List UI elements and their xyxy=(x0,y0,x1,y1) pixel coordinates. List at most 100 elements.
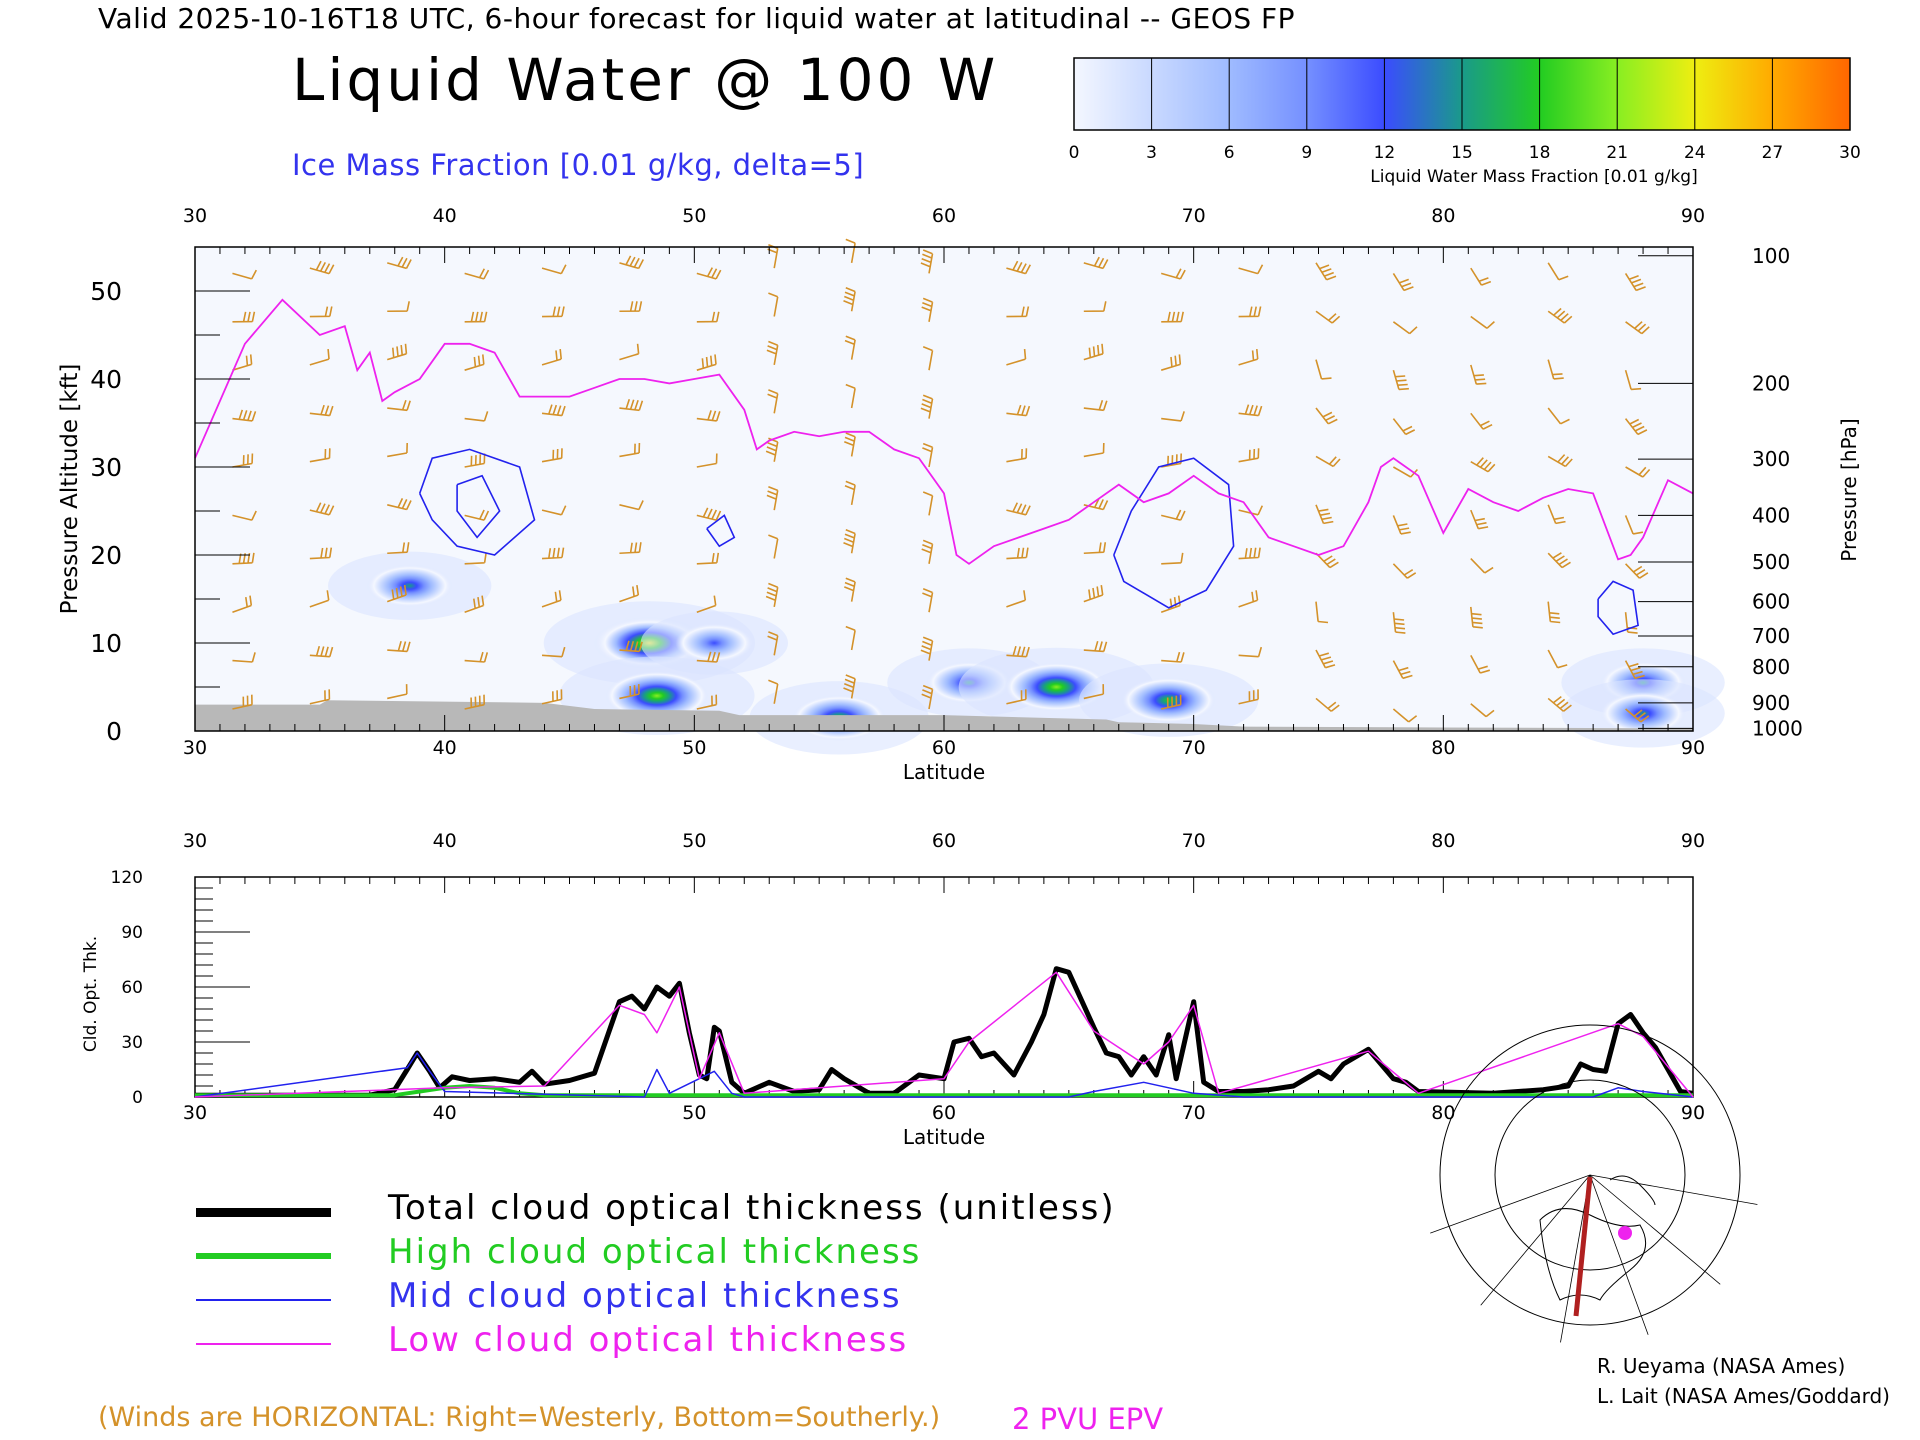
x-tick-label-top: 90 xyxy=(1681,205,1705,227)
wind-barb xyxy=(696,410,721,422)
wind-barb xyxy=(1625,321,1650,335)
legend-swatch xyxy=(196,1299,331,1301)
wind-barb xyxy=(844,432,856,457)
legend-swatch xyxy=(196,1207,331,1217)
ice-contour xyxy=(418,448,536,556)
page-title: Liquid Water @ 100 W xyxy=(292,46,999,114)
wind-barb xyxy=(1161,411,1185,422)
wind-barb xyxy=(1547,695,1572,712)
wind-barb xyxy=(309,547,333,560)
wind-barb xyxy=(768,679,779,704)
wind-barb xyxy=(1547,649,1568,669)
wind-barb xyxy=(1006,502,1031,516)
wind-barb xyxy=(1238,590,1259,608)
wind-barb xyxy=(232,510,257,521)
wind-barb xyxy=(1624,660,1645,680)
pressure-tick-label: 200 xyxy=(1752,371,1790,395)
wind-barb xyxy=(921,684,934,710)
map-latitude-circle xyxy=(1439,1024,1741,1326)
wind-barb xyxy=(696,354,717,371)
wind-barb xyxy=(309,689,331,705)
wind-barb xyxy=(1624,515,1644,535)
credit-line-1: R. Ueyama (NASA Ames) xyxy=(1597,1354,1846,1378)
pressure-tick-label: 300 xyxy=(1752,447,1790,471)
x-tick-label-top: 30 xyxy=(183,205,207,227)
x-tick-label: 30 xyxy=(183,737,207,759)
wind-barb xyxy=(1392,321,1418,335)
wind-barb xyxy=(1470,412,1493,430)
wind-barb xyxy=(541,264,567,275)
wind-barb xyxy=(1006,645,1030,658)
wind-barb xyxy=(845,625,856,651)
y-tick-label: 30 xyxy=(90,453,122,482)
wind-barb xyxy=(1547,552,1571,569)
legend-label: Low cloud optical thickness xyxy=(388,1320,909,1360)
wind-barb xyxy=(1238,646,1263,658)
wind-barb xyxy=(1161,651,1185,663)
x-tick-label: 70 xyxy=(1182,1102,1206,1124)
map-coastline xyxy=(1539,1208,1647,1301)
x-tick-label-top: 60 xyxy=(932,830,956,852)
wind-barb xyxy=(766,340,779,366)
wind-barb xyxy=(1238,404,1263,417)
y-axis-label: Cld. Opt. Thk. xyxy=(81,936,101,1052)
x-tick-label: 90 xyxy=(1681,1102,1705,1124)
wind-barb xyxy=(1470,364,1487,385)
wind-barb xyxy=(1470,703,1495,718)
wind-barb xyxy=(1392,369,1409,391)
wind-barb xyxy=(1238,505,1264,516)
series-line xyxy=(194,1052,1694,1098)
wind-barb xyxy=(619,542,642,555)
pressure-tick-label: 700 xyxy=(1752,624,1790,648)
wind-barb xyxy=(1083,256,1109,270)
wind-barb xyxy=(920,636,934,661)
map-meridian xyxy=(1430,1174,1591,1234)
wind-barb xyxy=(1547,454,1573,468)
wind-barb xyxy=(696,651,721,663)
map-meridian xyxy=(1589,1174,1649,1335)
wind-barb xyxy=(1083,400,1108,412)
wind-barb xyxy=(542,306,565,318)
y-tick-label: 20 xyxy=(90,541,122,570)
wind-barb xyxy=(844,335,856,360)
liquid-water-cell xyxy=(366,564,453,608)
x-tick-label-top: 30 xyxy=(183,830,207,852)
wind-barb xyxy=(464,509,490,521)
wind-barb xyxy=(1547,601,1561,624)
wind-barb xyxy=(1160,595,1181,613)
epv-2pvu-line xyxy=(194,298,1694,565)
wind-barb xyxy=(619,442,641,458)
wind-barbs xyxy=(232,238,1651,723)
wind-barb xyxy=(768,292,779,317)
colorbar-tick-label: 27 xyxy=(1762,143,1784,163)
wind-barb xyxy=(1315,697,1340,712)
wind-barb xyxy=(843,529,856,554)
wind-barb xyxy=(619,640,643,653)
x-tick-label-top: 70 xyxy=(1182,205,1206,227)
pressure-tick-label: 600 xyxy=(1752,590,1790,614)
wind-barb xyxy=(1392,418,1416,436)
y2-axis-label: Pressure [hPa] xyxy=(1837,418,1861,561)
wind-barb xyxy=(387,640,411,653)
colorbar xyxy=(1073,57,1851,131)
winds-note: (Winds are HORIZONTAL: Right=Westerly, B… xyxy=(98,1402,941,1433)
x-tick-label-top: 80 xyxy=(1431,830,1455,852)
pressure-tick-label: 100 xyxy=(1752,244,1790,268)
wind-barb xyxy=(1238,349,1259,366)
map-latitude-circle xyxy=(1494,1079,1686,1271)
inset-map-frame xyxy=(1500,1166,1695,1316)
wind-barb xyxy=(1625,563,1649,579)
wind-barb xyxy=(541,448,563,463)
wind-barb xyxy=(1624,418,1648,436)
x-tick-label: 90 xyxy=(1681,737,1705,759)
optical-thickness-frame xyxy=(194,876,1694,1098)
wind-barb xyxy=(386,584,407,603)
wind-barb xyxy=(1006,260,1032,275)
wind-barb xyxy=(767,631,779,656)
x-tick-label-top: 60 xyxy=(932,205,956,227)
x-tick-label: 30 xyxy=(183,1102,207,1124)
wind-barb xyxy=(920,394,934,419)
wind-barb xyxy=(464,595,485,613)
wind-barb xyxy=(387,542,410,555)
x-tick-label-top: 80 xyxy=(1431,205,1455,227)
